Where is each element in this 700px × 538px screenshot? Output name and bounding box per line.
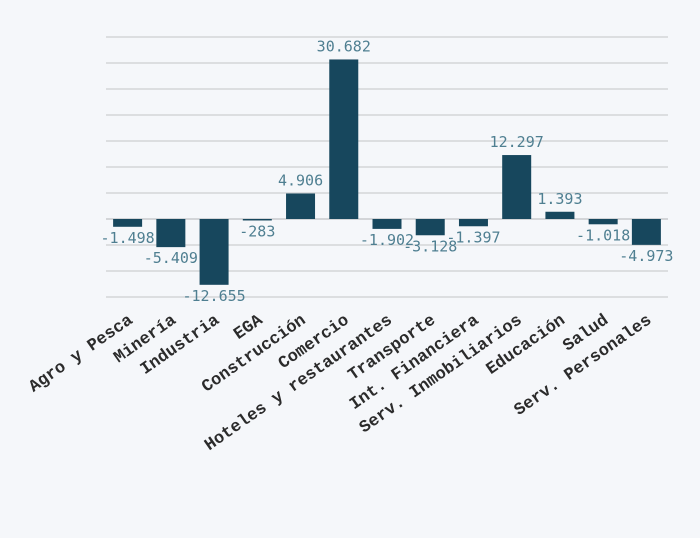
- bar: [458, 219, 488, 227]
- data-label: 1.393: [537, 190, 582, 208]
- data-label: -5.409: [144, 249, 198, 267]
- data-label: -1.498: [101, 229, 155, 247]
- data-label: -1.018: [576, 226, 630, 244]
- data-label: -1.902: [360, 231, 414, 249]
- bar: [113, 219, 143, 227]
- bar: [588, 219, 618, 225]
- bar: [242, 219, 272, 221]
- data-label: -12.655: [182, 287, 245, 305]
- value-labels: -1.498 -5.409 -12.655 -283 4.906 30.682 -1.902…: [101, 37, 674, 304]
- data-label: -283: [239, 222, 275, 240]
- data-label: -3.128: [403, 237, 457, 255]
- bars: [113, 59, 661, 285]
- bar: [415, 219, 445, 236]
- bar: [199, 219, 229, 285]
- bar: [631, 219, 661, 245]
- data-label: 4.906: [278, 171, 323, 189]
- data-label: 12.297: [490, 133, 544, 151]
- bar: [502, 155, 532, 219]
- bar: [545, 211, 575, 219]
- bar: [286, 193, 316, 219]
- bar: [329, 59, 359, 219]
- data-label: -1.397: [446, 228, 500, 246]
- bar: [156, 219, 186, 248]
- data-label: -4.973: [619, 247, 673, 265]
- bar: [372, 219, 402, 229]
- data-label: 30.682: [317, 37, 371, 55]
